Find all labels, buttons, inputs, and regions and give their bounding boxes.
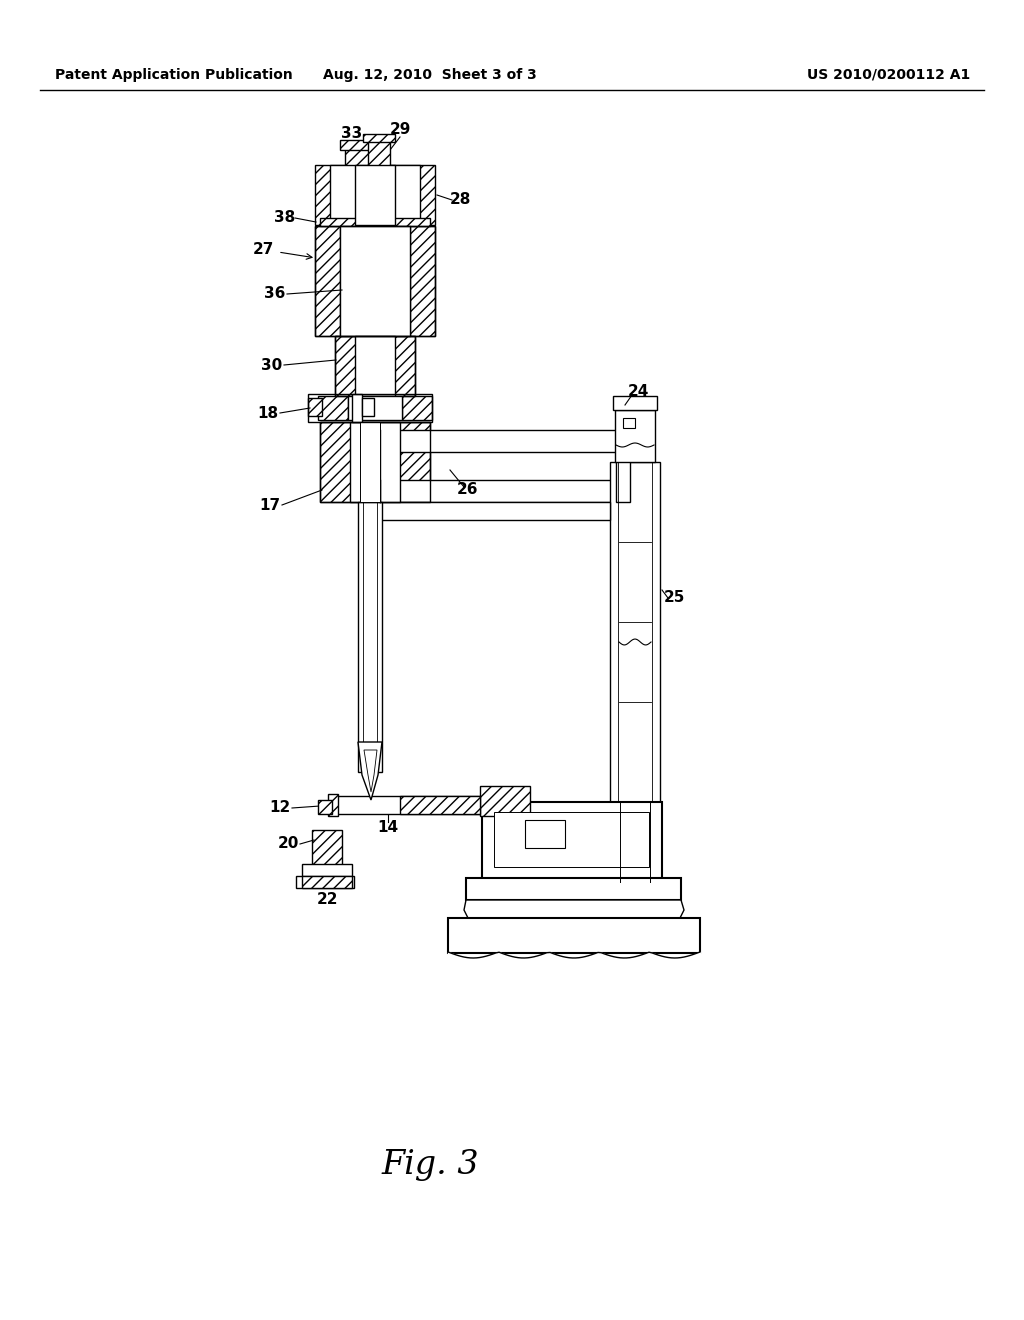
Bar [308,393,432,422]
Text: 29: 29 [389,123,411,137]
Bar [345,148,373,166]
Bar [332,796,482,814]
Text: 33: 33 [341,127,362,141]
Bar [318,396,348,420]
Bar [362,135,395,143]
Bar [330,165,420,220]
Bar [340,226,410,337]
Bar [319,422,430,502]
Bar [335,337,415,396]
Text: 36: 36 [264,286,286,301]
Bar [525,820,565,847]
Polygon shape [464,900,684,917]
Text: 17: 17 [259,498,281,512]
Bar [368,140,390,180]
Text: 28: 28 [450,193,471,207]
Text: 12: 12 [269,800,291,816]
Bar [302,876,352,888]
Bar [335,337,415,396]
Text: US 2010/0200112 A1: US 2010/0200112 A1 [807,69,970,82]
Bar [362,399,374,416]
Bar [296,876,354,888]
Bar [315,226,340,337]
Bar [360,422,380,502]
Bar [302,865,352,876]
Text: Aug. 12, 2010  Sheet 3 of 3: Aug. 12, 2010 Sheet 3 of 3 [324,69,537,82]
Text: 26: 26 [458,483,479,498]
Text: 25: 25 [664,590,685,606]
Bar [358,502,382,772]
Text: 27: 27 [252,243,273,257]
Bar [613,396,657,411]
Bar [380,480,620,502]
Bar [410,226,435,337]
Bar [480,785,530,816]
Bar [380,502,610,520]
Bar [350,422,400,502]
Bar [355,337,395,396]
Bar [348,396,402,420]
Text: 18: 18 [257,405,279,421]
Bar [482,803,662,882]
Bar [308,399,322,416]
Bar [494,812,649,867]
Bar [616,430,630,502]
Bar [315,226,435,337]
Bar [610,462,660,803]
Bar [340,140,378,150]
Text: Fig. 3: Fig. 3 [381,1148,479,1181]
Text: 22: 22 [317,892,339,908]
Text: 24: 24 [628,384,648,400]
Bar [402,396,432,420]
Bar [466,878,681,900]
Bar [380,430,620,451]
Text: Patent Application Publication: Patent Application Publication [55,69,293,82]
Text: 38: 38 [274,210,296,226]
Text: 14: 14 [378,821,398,836]
Bar [449,917,700,953]
Bar [615,411,655,462]
Bar [319,422,430,502]
Polygon shape [364,750,377,792]
Bar [319,218,430,226]
Bar [355,165,395,224]
Text: 30: 30 [261,358,283,372]
Bar [315,165,435,224]
Bar [328,795,338,816]
Bar [312,830,342,869]
Bar [318,800,332,814]
Bar [623,418,635,428]
Bar [400,796,480,814]
Text: 20: 20 [278,837,299,851]
Polygon shape [358,742,382,800]
Bar [352,393,362,422]
